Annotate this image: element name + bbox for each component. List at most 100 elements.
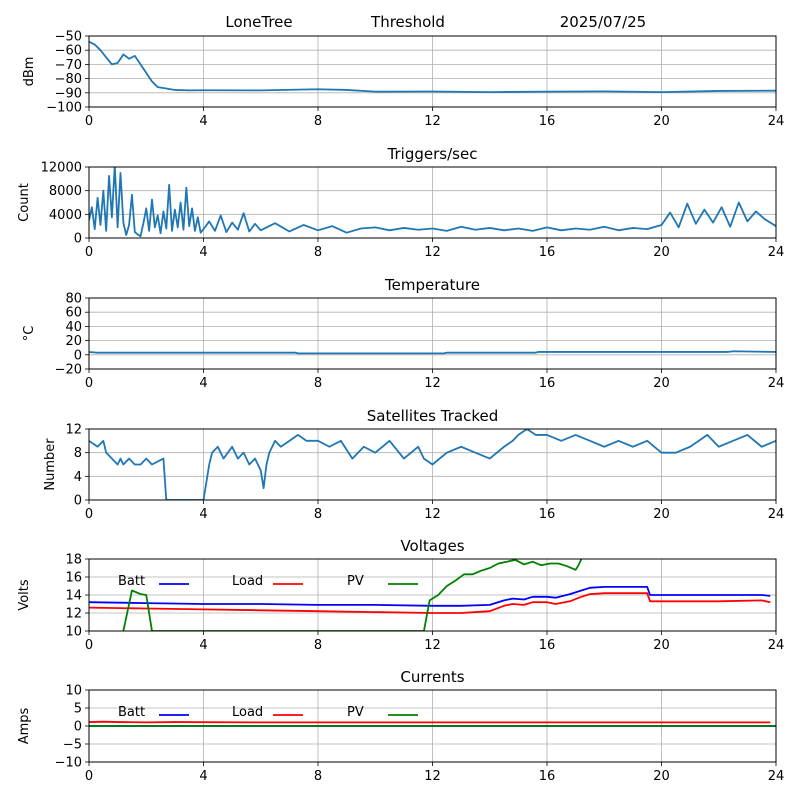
panel-1-ytick-label: 8000 <box>49 184 82 199</box>
panel-2-ylabel: °C <box>22 326 37 342</box>
panel-4-xtick-label: 16 <box>539 638 556 653</box>
panel-4-title: Voltages <box>400 537 464 555</box>
panel-1-xtick-label: 24 <box>768 245 785 260</box>
panel-4-xtick-label: 20 <box>653 638 670 653</box>
panel-0-series-0-line <box>89 40 776 93</box>
panel-2-ytick-label: 20 <box>65 334 82 349</box>
panel-3-series-0-line <box>89 429 776 500</box>
panel-1-series-0-line <box>89 167 776 238</box>
panel-4-legend-pv-label: PV <box>347 574 364 589</box>
panel-2-xtick-label: 8 <box>314 376 322 391</box>
panel-2-ytick-label: −20 <box>55 363 82 378</box>
panel-2-xtick-label: 24 <box>768 376 785 391</box>
panel-0-ytick-label: −100 <box>46 101 82 116</box>
panel-5-ytick-label: −10 <box>55 756 82 771</box>
panel-0-xtick-label: 24 <box>768 114 785 129</box>
panel-4-xtick-label: 8 <box>314 638 322 653</box>
panel-4-legend-load-label: Load <box>232 574 263 589</box>
panel-3-xtick-label: 4 <box>199 507 207 522</box>
panel-5-xtick-label: 0 <box>85 769 93 784</box>
panel-0-xtick-label: 20 <box>653 114 670 129</box>
panel-4-xtick-label: 12 <box>424 638 441 653</box>
panel-4-ytick-label: 12 <box>65 607 82 622</box>
panel-0-xtick-label: 12 <box>424 114 441 129</box>
panel-5-ytick-label: −5 <box>63 738 82 753</box>
panel-3-xtick-label: 24 <box>768 507 785 522</box>
panel-5-title: Currents <box>400 668 464 686</box>
panel-3-ytick-label: 8 <box>74 446 82 461</box>
panel-5-legend-pv-label: PV <box>347 705 364 720</box>
panel-3-ytick-label: 0 <box>74 494 82 509</box>
panel-2-ytick-label: 60 <box>65 306 82 321</box>
panel-0-ytick-label: −90 <box>55 86 82 101</box>
panel-5-xtick-label: 24 <box>768 769 785 784</box>
panel-3-xtick-label: 20 <box>653 507 670 522</box>
panel-2-ytick-label: 40 <box>65 320 82 335</box>
panel-1-ylabel: Count <box>17 183 32 222</box>
date-title: 2025/07/25 <box>560 13 646 31</box>
panel-2-title: Temperature <box>384 276 480 294</box>
panel-3-title: Satellites Tracked <box>367 407 498 425</box>
panel-4-ytick-label: 10 <box>65 625 82 640</box>
panel-2-xtick-label: 0 <box>85 376 93 391</box>
panel-2-xtick-label: 16 <box>539 376 556 391</box>
panel-0-ytick-label: −50 <box>55 30 82 45</box>
panel-4-ytick-label: 18 <box>65 553 82 568</box>
panel-0-ytick-label: −70 <box>55 58 82 73</box>
panel-1-ytick-label: 12000 <box>41 161 82 176</box>
panel-1-ytick-label: 0 <box>74 232 82 247</box>
panel-4-xtick-label: 24 <box>768 638 785 653</box>
panel-2-xtick-label: 12 <box>424 376 441 391</box>
panel-4-ytick-label: 16 <box>65 571 82 586</box>
panel-3-xtick-label: 8 <box>314 507 322 522</box>
panel-4-series-pv-line <box>122 559 583 631</box>
mode-title: Threshold <box>370 13 445 31</box>
panel-0-xtick-label: 4 <box>199 114 207 129</box>
panel-2-xtick-label: 20 <box>653 376 670 391</box>
panel-1-xtick-label: 0 <box>85 245 93 260</box>
panel-1-xtick-label: 16 <box>539 245 556 260</box>
panel-3-xtick-label: 12 <box>424 507 441 522</box>
panel-4-series-load-line <box>89 592 771 614</box>
station-title: LoneTree <box>225 13 292 31</box>
panel-5-legend-batt-label: Batt <box>118 705 145 720</box>
panel-4-ylabel: Volts <box>17 579 32 611</box>
panel-4-xtick-label: 4 <box>199 638 207 653</box>
panel-4-legend-batt-label: Batt <box>118 574 145 589</box>
panel-5-ytick-label: 10 <box>65 684 82 699</box>
panel-3-ytick-label: 12 <box>65 423 82 438</box>
panel-1-xtick-label: 8 <box>314 245 322 260</box>
panel-5-xtick-label: 8 <box>314 769 322 784</box>
panel-3-xtick-label: 0 <box>85 507 93 522</box>
panel-2-xtick-label: 4 <box>199 376 207 391</box>
panel-0-ytick-label: −80 <box>55 72 82 87</box>
panel-5-xtick-label: 16 <box>539 769 556 784</box>
panel-3-ylabel: Number <box>43 438 58 491</box>
panel-2-series-0-line <box>89 350 776 355</box>
panel-1-xtick-label: 12 <box>424 245 441 260</box>
panel-0-ytick-label: −60 <box>55 44 82 59</box>
panel-0-xtick-label: 0 <box>85 114 93 129</box>
panel-0-xtick-label: 8 <box>314 114 322 129</box>
panel-4-ytick-label: 14 <box>65 589 82 604</box>
panel-3-xtick-label: 16 <box>539 507 556 522</box>
panel-5-ytick-label: 0 <box>74 720 82 735</box>
panel-2-ytick-label: 80 <box>65 292 82 307</box>
panel-5-xtick-label: 4 <box>199 769 207 784</box>
panel-5-xtick-label: 12 <box>424 769 441 784</box>
panel-5-xtick-label: 20 <box>653 769 670 784</box>
panel-5-ytick-label: 5 <box>74 702 82 717</box>
panel-4-xtick-label: 0 <box>85 638 93 653</box>
panel-5-series-load-line <box>89 720 771 724</box>
panel-4-series-batt-line <box>89 586 771 607</box>
panel-1-ytick-label: 4000 <box>49 208 82 223</box>
panel-2-ytick-label: 0 <box>74 348 82 363</box>
panel-1-title: Triggers/sec <box>387 145 478 163</box>
panel-3-ytick-label: 4 <box>74 470 82 485</box>
panel-1-xtick-label: 4 <box>199 245 207 260</box>
panel-5-ylabel: Amps <box>17 707 32 744</box>
panel-0-ylabel: dBm <box>22 57 37 87</box>
panel-5-legend-load-label: Load <box>232 705 263 720</box>
